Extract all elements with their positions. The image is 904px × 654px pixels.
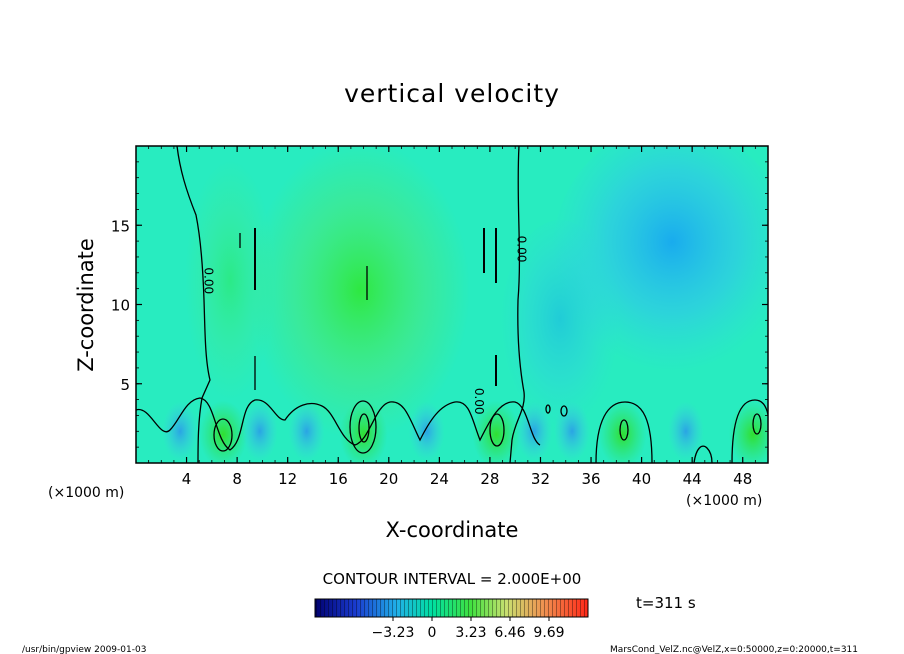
x-unit-right: (×1000 m) bbox=[686, 493, 762, 509]
contour-cell-38-outer bbox=[595, 401, 653, 463]
weak-downdraft-right bbox=[500, 220, 620, 440]
contour-cell-28 bbox=[489, 413, 505, 447]
colorbar-tick-label: 9.69 bbox=[533, 625, 564, 641]
y-tick-label: 5 bbox=[120, 376, 130, 394]
x-unit-left: (×1000 m) bbox=[48, 485, 124, 501]
contour-interval-text: CONTOUR INTERVAL = 2.000E+00 bbox=[323, 570, 582, 588]
colorbar-tick-label: 0 bbox=[428, 625, 437, 641]
colorbar-tick-label: −3.23 bbox=[372, 625, 415, 641]
y-axis-ticks: 5 10 15 bbox=[111, 161, 768, 448]
y-axis-label: Z-coordinate bbox=[74, 238, 98, 372]
contour-dome-44 bbox=[693, 445, 713, 463]
boundary-updraft-cell bbox=[598, 400, 647, 463]
x-tick-label: 28 bbox=[480, 470, 499, 488]
zero-contour-left bbox=[176, 146, 211, 463]
x-tick-label: 4 bbox=[182, 470, 192, 488]
footer-right: MarsCond_VelZ.nc@VelZ,x=0:50000,z=0:2000… bbox=[610, 645, 858, 654]
contour-label: 0.00 bbox=[201, 267, 215, 294]
boundary-downdraft-cell bbox=[162, 401, 199, 462]
x-tick-label: 32 bbox=[531, 470, 550, 488]
time-label: t=311 s bbox=[636, 594, 696, 612]
zero-contour-boundary bbox=[136, 397, 541, 451]
y-tick-label: 15 bbox=[111, 217, 130, 235]
colorbar-tick-label: 6.46 bbox=[494, 625, 525, 641]
contour-tiny-a bbox=[545, 404, 551, 414]
contour-cell-48 bbox=[752, 413, 762, 435]
x-tick-label: 24 bbox=[430, 470, 449, 488]
boundary-downdraft-cell bbox=[667, 401, 704, 462]
x-tick-label: 16 bbox=[329, 470, 348, 488]
heatmap-field bbox=[136, 146, 768, 463]
colorbar-stripes bbox=[315, 599, 588, 617]
boundary-updraft-cell bbox=[199, 400, 248, 463]
boundary-downdraft-cell bbox=[516, 401, 553, 462]
x-tick-label: 44 bbox=[683, 470, 702, 488]
contour-label: 0.00 bbox=[472, 388, 486, 415]
contour-inner-center bbox=[358, 413, 370, 443]
boundary-updraft-cell bbox=[472, 400, 521, 463]
weak-updraft-left bbox=[185, 160, 275, 400]
y-tick-label: 10 bbox=[111, 297, 130, 315]
colorbar-tick-label: 3.23 bbox=[455, 625, 486, 641]
boundary-downdraft-cell bbox=[408, 401, 445, 462]
boundary-downdraft-cell bbox=[241, 401, 278, 462]
contour-label: 0.00 bbox=[515, 236, 529, 263]
contour-labels: 0.00 0.00 0.00 bbox=[201, 236, 528, 415]
updraft-region bbox=[250, 146, 470, 440]
contour-updraft-center bbox=[349, 400, 377, 454]
x-tick-label: 12 bbox=[278, 470, 297, 488]
x-tick-label: 40 bbox=[632, 470, 651, 488]
boundary-downdraft-cell bbox=[288, 401, 325, 462]
colorbar-ticks: −3.23 0 3.23 6.46 9.69 bbox=[372, 617, 565, 641]
zero-contour-right bbox=[509, 146, 525, 463]
contour-cell-38 bbox=[619, 419, 629, 441]
x-tick-label: 20 bbox=[379, 470, 398, 488]
boundary-updraft-cell bbox=[728, 400, 768, 463]
contour-cell-6 bbox=[213, 418, 233, 452]
x-tick-label: 36 bbox=[581, 470, 600, 488]
x-axis-ticks: 4 8 12 16 20 24 28 32 36 40 44 48 bbox=[148, 146, 756, 488]
contour-cell-48-outer bbox=[731, 399, 768, 463]
x-tick-label: 48 bbox=[733, 470, 752, 488]
footer-left: /usr/bin/gpview 2009-01-03 bbox=[22, 645, 146, 654]
boundary-updraft-cell bbox=[339, 400, 388, 463]
x-axis-label: X-coordinate bbox=[386, 518, 519, 542]
boundary-downdraft-cell bbox=[554, 401, 591, 462]
boundary-layer-cells bbox=[162, 400, 768, 463]
colorbar: −3.23 0 3.23 6.46 9.69 bbox=[314, 598, 589, 641]
colorbar-frame bbox=[314, 598, 589, 618]
chart-title: vertical velocity bbox=[344, 79, 560, 108]
contour-tiny-b bbox=[560, 405, 568, 417]
x-tick-label: 8 bbox=[232, 470, 242, 488]
contour-lines bbox=[136, 146, 768, 463]
